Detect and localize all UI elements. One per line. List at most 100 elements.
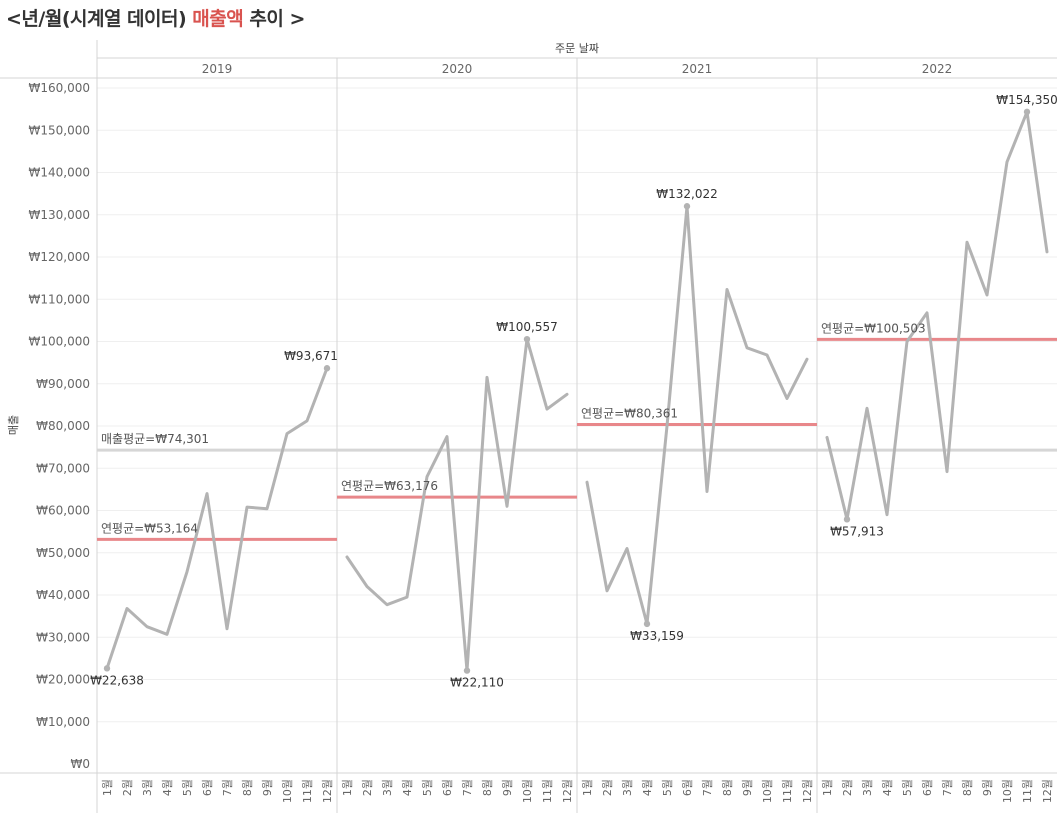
data-point-marker (463, 667, 471, 674)
month-tick-label: 8월 (481, 779, 494, 796)
month-tick-label: 7월 (701, 779, 714, 796)
month-tick-label: 2월 (361, 779, 374, 796)
month-tick-label: 4월 (161, 779, 174, 796)
reference-lines (97, 337, 1057, 541)
series-line-2020 (345, 337, 569, 673)
month-tick-label: 5월 (421, 779, 434, 796)
month-tick-label: 9월 (261, 779, 274, 796)
month-tick-label: 10월 (281, 779, 294, 803)
month-tick-label: 1월 (581, 779, 594, 796)
month-tick-label: 12월 (321, 779, 334, 803)
y-tick-label: ₩60,000 (36, 504, 90, 518)
y-tick-label: ₩100,000 (29, 335, 91, 349)
month-tick-label: 2월 (601, 779, 614, 796)
month-tick-label: 4월 (881, 779, 894, 796)
year-headers: 2019 2020 2021 2022 (202, 62, 953, 76)
month-tick-label: 9월 (981, 779, 994, 796)
data-labels: 매출평균=₩74,301 연평균=₩53,164 ₩22,638 ₩93,671 연평균… (90, 93, 1058, 690)
month-tick-label: 2월 (841, 779, 854, 796)
y-tick-label: ₩70,000 (36, 461, 90, 475)
data-point-marker (523, 335, 531, 343)
y-axis-ticks: ₩0 ₩10,000 ₩20,000 ₩30,000 ₩40,000 ₩50,000 ₩60… (29, 81, 91, 771)
month-tick-label: 2월 (121, 779, 134, 796)
month-tick-label: 7월 (221, 779, 234, 796)
year-header: 2021 (682, 62, 713, 76)
month-tick-label: 3월 (381, 779, 394, 796)
series-lines (103, 108, 1049, 674)
month-tick-label: 6월 (681, 779, 694, 796)
data-label: ₩22,638 (90, 673, 144, 687)
year-header: 2020 (442, 62, 473, 76)
month-tick-label: 1월 (821, 779, 834, 796)
month-tick-label: 12월 (1041, 779, 1054, 803)
month-tick-label: 10월 (1001, 779, 1014, 803)
month-tick-label: 11월 (1021, 779, 1034, 803)
month-tick-label: 11월 (301, 779, 314, 803)
month-tick-label: 9월 (741, 779, 754, 796)
month-tick-label: 7월 (941, 779, 954, 796)
y-tick-label: ₩150,000 (29, 123, 91, 137)
data-label: ₩33,159 (630, 629, 684, 643)
month-tick-label: 8월 (721, 779, 734, 796)
data-point-marker (103, 665, 111, 672)
y-tick-label: ₩50,000 (36, 546, 90, 560)
month-tick-label: 6월 (201, 779, 214, 796)
month-tick-label: 10월 (761, 779, 774, 803)
panel-frame (0, 40, 1057, 813)
y-tick-label: ₩140,000 (29, 166, 91, 180)
series-line-2022 (825, 110, 1049, 521)
month-tick-label: 1월 (341, 779, 354, 796)
month-tick-label: 8월 (241, 779, 254, 796)
month-tick-label: 5월 (181, 779, 194, 796)
y-tick-label: ₩160,000 (29, 81, 91, 95)
month-tick-label: 3월 (141, 779, 154, 796)
year-average-label: 연평균=₩100,503 (821, 321, 926, 335)
data-label: ₩93,671 (284, 349, 338, 363)
page-title: <년/월(시계열 데이터) 매출액 추이 > (6, 4, 305, 31)
data-label: ₩132,022 (656, 187, 718, 201)
y-tick-label: ₩20,000 (36, 673, 90, 687)
y-tick-label: ₩30,000 (36, 630, 90, 644)
month-tick-label: 12월 (801, 779, 814, 803)
y-tick-label: ₩0 (71, 757, 91, 771)
month-tick-label: 7월 (461, 779, 474, 796)
y-tick-label: ₩80,000 (36, 419, 90, 433)
month-tick-label: 1월 (101, 779, 114, 796)
overall-average-label: 매출평균=₩74,301 (101, 432, 209, 446)
month-tick-label: 4월 (641, 779, 654, 796)
data-point-marker (643, 620, 651, 628)
y-tick-label: ₩40,000 (36, 588, 90, 602)
y-axis-label: 매출 (7, 415, 20, 435)
data-label: ₩154,350 (996, 93, 1058, 107)
data-label: ₩22,110 (450, 676, 504, 690)
year-header: 2019 (202, 62, 233, 76)
month-tick-label: 10월 (521, 779, 534, 803)
data-point-marker (843, 516, 851, 523)
y-tick-label: ₩90,000 (36, 377, 90, 391)
month-tick-label: 11월 (541, 779, 554, 803)
data-point-marker (1023, 108, 1031, 116)
y-tick-label: ₩110,000 (29, 292, 91, 306)
month-tick-label: 8월 (961, 779, 974, 796)
data-label: ₩57,913 (830, 524, 884, 538)
month-tick-label: 11월 (781, 779, 794, 803)
column-header: 주문 날짜 (555, 42, 599, 55)
month-tick-label: 5월 (901, 779, 914, 796)
data-label: ₩100,557 (496, 320, 558, 334)
series-line-2019 (105, 366, 329, 670)
year-header: 2022 (922, 62, 953, 76)
title-prefix: <년/월(시계열 데이터) (6, 8, 193, 30)
month-tick-label: 9월 (501, 779, 514, 796)
year-average-label: 연평균=₩80,361 (581, 406, 678, 420)
y-tick-label: ₩120,000 (29, 250, 91, 264)
month-tick-label: 5월 (661, 779, 674, 796)
title-accent: 매출액 (192, 8, 244, 30)
month-tick-label: 4월 (401, 779, 414, 796)
month-tick-label: 3월 (621, 779, 634, 796)
month-axis-ticks: 1월 2월 3월 4월 5월 6월 7월 8월 9월 10월 11월 12월 1월 2월 3월 4월 5월 6월 7… (101, 779, 1054, 803)
month-tick-label: 12월 (561, 779, 574, 803)
series-line-2021 (585, 204, 809, 626)
month-tick-label: 6월 (921, 779, 934, 796)
data-point-marker (323, 365, 331, 372)
